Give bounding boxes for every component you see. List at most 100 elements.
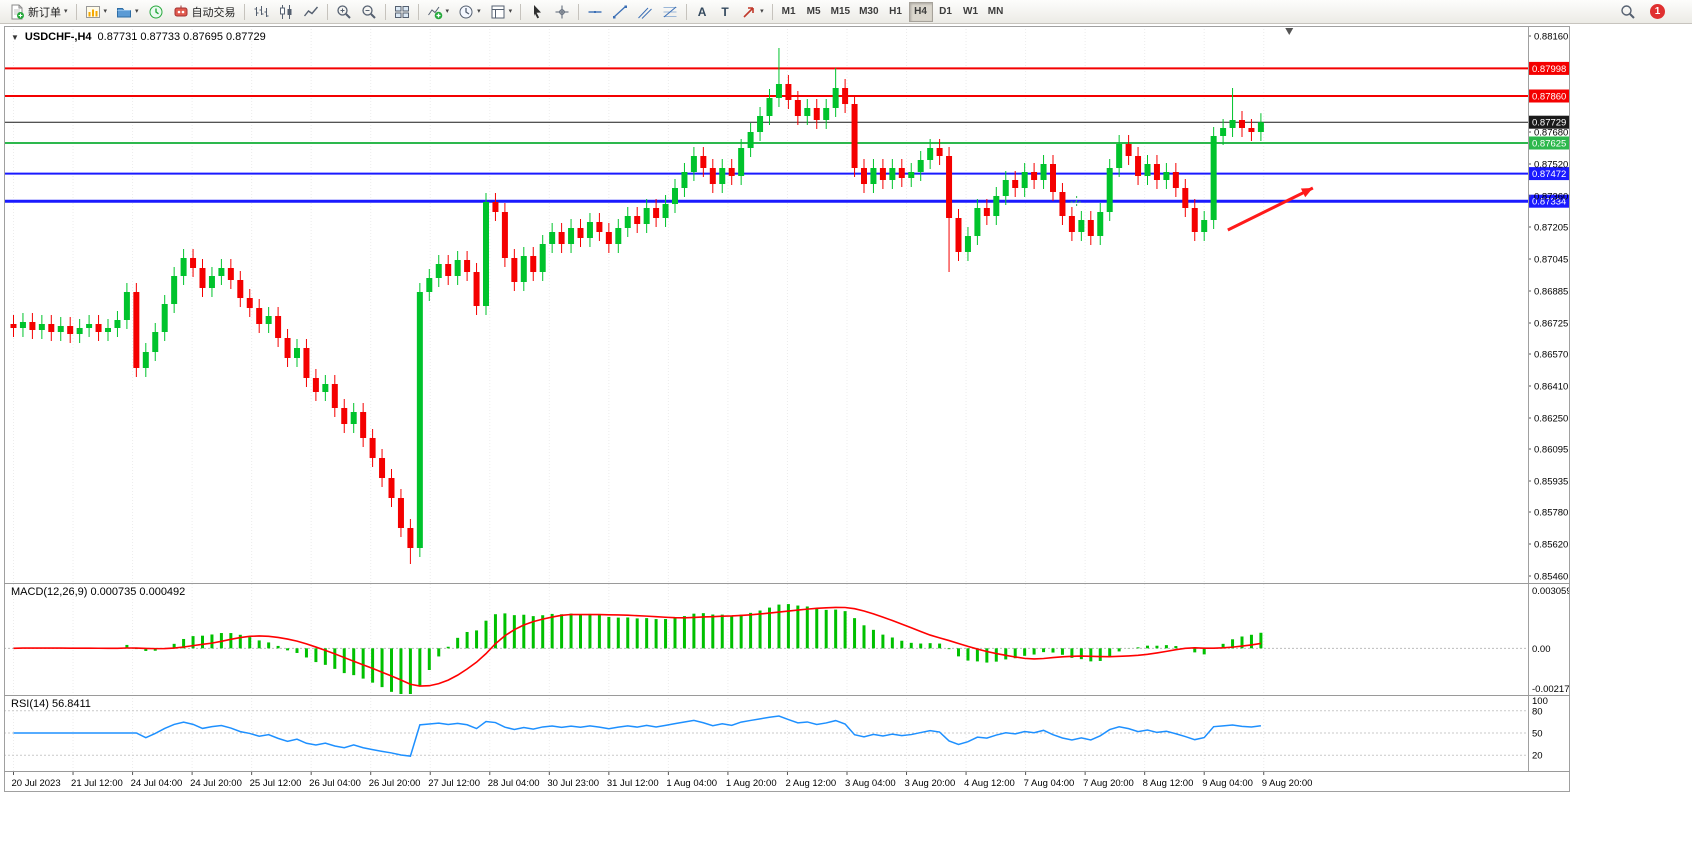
timeframe-h4[interactable]: H4 bbox=[908, 1, 933, 22]
svg-text:27 Jul 12:00: 27 Jul 12:00 bbox=[428, 778, 480, 789]
candle bbox=[1125, 144, 1132, 156]
new-chart-button[interactable]: ▾ bbox=[81, 2, 112, 22]
tile-windows-button[interactable] bbox=[390, 2, 414, 22]
candle bbox=[624, 216, 631, 228]
candle bbox=[483, 202, 489, 306]
timeframe-m30[interactable]: M30 bbox=[855, 2, 882, 22]
candle bbox=[1163, 172, 1170, 180]
candle bbox=[568, 228, 575, 244]
candle bbox=[1078, 220, 1085, 232]
toolbar-separator bbox=[384, 3, 386, 20]
chart-canvas[interactable]: 0.879980.878600.876250.874720.873340.003… bbox=[4, 26, 1570, 792]
text-button[interactable]: A bbox=[691, 2, 713, 22]
chevron-down-icon: ▾ bbox=[760, 8, 764, 15]
svg-text:50: 50 bbox=[1532, 729, 1543, 740]
candle bbox=[171, 276, 178, 304]
candlestick-chart-button[interactable] bbox=[274, 2, 298, 22]
svg-text:0.87729: 0.87729 bbox=[1532, 118, 1566, 129]
svg-text:0.86095: 0.86095 bbox=[1534, 445, 1568, 456]
arrow-annotation[interactable] bbox=[1227, 186, 1314, 232]
bar-chart-button[interactable] bbox=[249, 2, 273, 22]
candle bbox=[303, 348, 310, 378]
indicators-button[interactable]: ▾ bbox=[423, 2, 454, 22]
candle bbox=[10, 324, 17, 328]
timeframe-h1[interactable]: H1 bbox=[884, 2, 908, 22]
candle bbox=[539, 244, 546, 272]
search-button[interactable] bbox=[1616, 2, 1640, 22]
templates-button[interactable]: ▾ bbox=[486, 2, 517, 22]
candle bbox=[407, 528, 414, 548]
candle bbox=[312, 378, 319, 392]
channel-button[interactable] bbox=[633, 2, 657, 22]
chevron-down-icon: ▾ bbox=[103, 8, 108, 15]
annotations-layer bbox=[1070, 28, 1314, 232]
text-icon: A bbox=[697, 4, 707, 19]
candle bbox=[284, 338, 291, 358]
horizontal-line-icon bbox=[587, 4, 603, 20]
periods-button[interactable]: ▾ bbox=[454, 2, 485, 22]
candle bbox=[416, 292, 423, 548]
timeframe-d1[interactable]: D1 bbox=[934, 2, 958, 22]
candle bbox=[1239, 120, 1245, 128]
svg-text:0.87205: 0.87205 bbox=[1534, 223, 1568, 234]
horizontal-line-button[interactable] bbox=[583, 2, 607, 22]
candle bbox=[133, 292, 140, 368]
candle bbox=[964, 236, 971, 252]
window-menu-icon[interactable]: ▼ bbox=[11, 32, 19, 42]
candle bbox=[842, 88, 849, 104]
new-chart-icon bbox=[85, 4, 101, 20]
svg-text:21 Jul 12:00: 21 Jul 12:00 bbox=[71, 778, 123, 789]
market-watch-button[interactable] bbox=[144, 2, 168, 22]
svg-text:31 Jul 12:00: 31 Jul 12:00 bbox=[607, 778, 659, 789]
price-tag bbox=[1529, 194, 1570, 208]
svg-text:0.88160: 0.88160 bbox=[1534, 32, 1568, 43]
arrows-button[interactable]: ▾ bbox=[737, 2, 768, 22]
svg-text:24 Jul 04:00: 24 Jul 04:00 bbox=[131, 778, 183, 789]
timeframe-m1[interactable]: M1 bbox=[777, 2, 801, 22]
candle bbox=[1257, 122, 1264, 132]
toolbar-separator bbox=[578, 3, 580, 20]
candle bbox=[19, 322, 26, 328]
svg-text:25 Jul 12:00: 25 Jul 12:00 bbox=[250, 778, 302, 789]
zoom-in-button[interactable] bbox=[332, 2, 356, 22]
arrow-tool-icon bbox=[741, 4, 757, 20]
candle bbox=[1248, 128, 1255, 132]
svg-text:9 Aug 04:00: 9 Aug 04:00 bbox=[1202, 778, 1253, 789]
candle bbox=[1144, 164, 1151, 176]
search-icon bbox=[1620, 4, 1636, 20]
candle bbox=[331, 384, 338, 408]
timeframe-m5[interactable]: M5 bbox=[802, 2, 826, 22]
autotrading-button[interactable]: 自动交易 bbox=[169, 2, 240, 22]
candle bbox=[738, 148, 745, 176]
candle bbox=[142, 352, 149, 368]
svg-text:0.87998: 0.87998 bbox=[1532, 64, 1566, 75]
chart-shift-marker[interactable] bbox=[1285, 28, 1294, 35]
zoom-out-button[interactable] bbox=[357, 2, 381, 22]
templates-icon bbox=[490, 4, 506, 20]
text-label-button[interactable]: T bbox=[714, 2, 736, 22]
candle bbox=[709, 168, 716, 184]
profiles-button[interactable]: ▾ bbox=[112, 2, 143, 22]
candle bbox=[879, 168, 886, 180]
candle bbox=[520, 256, 527, 282]
timeframe-w1[interactable]: W1 bbox=[959, 2, 983, 22]
timeframe-m15[interactable]: M15 bbox=[827, 2, 854, 22]
trendline-button[interactable] bbox=[608, 2, 632, 22]
candle bbox=[1040, 164, 1047, 180]
crosshair-button[interactable] bbox=[550, 2, 574, 22]
new-order-button[interactable]: 新订单 ▾ bbox=[5, 2, 72, 22]
candle bbox=[208, 276, 215, 288]
line-chart-button[interactable] bbox=[299, 2, 323, 22]
candle bbox=[615, 228, 622, 244]
fibonacci-button[interactable] bbox=[658, 2, 682, 22]
toolbar-separator bbox=[75, 3, 77, 20]
candle bbox=[379, 458, 386, 478]
svg-text:26 Jul 04:00: 26 Jul 04:00 bbox=[309, 778, 361, 789]
timeframe-mn[interactable]: MN bbox=[984, 2, 1008, 22]
price-tag bbox=[1529, 61, 1570, 75]
candle bbox=[662, 204, 669, 218]
market-watch-icon bbox=[148, 4, 164, 20]
notification-badge[interactable]: 1 bbox=[1650, 4, 1665, 19]
candle bbox=[898, 168, 905, 178]
cursor-button[interactable] bbox=[525, 2, 549, 22]
